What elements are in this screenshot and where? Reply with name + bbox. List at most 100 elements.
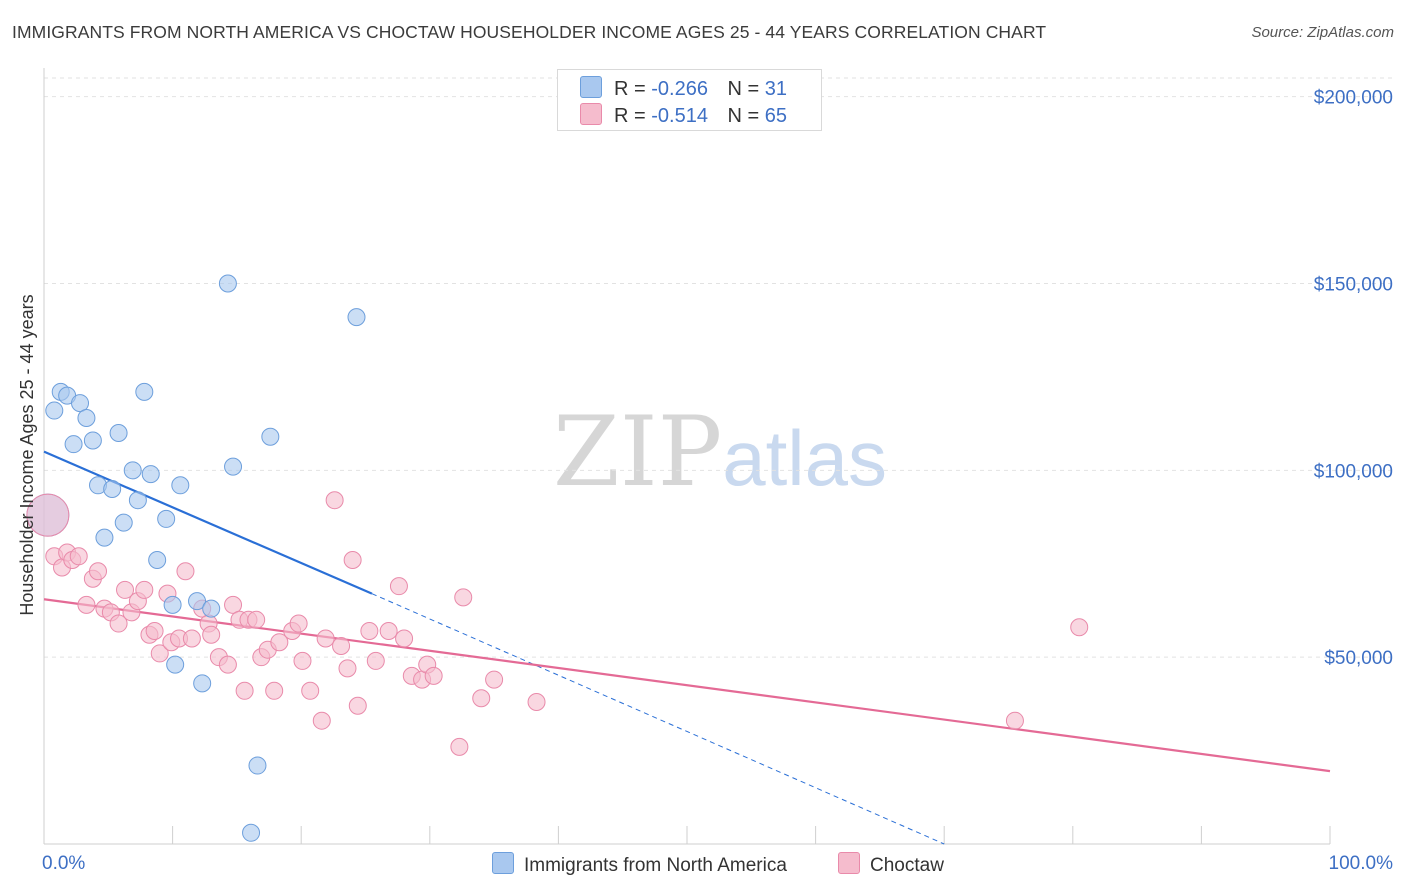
- n-value: 31: [764, 78, 788, 100]
- choctaw-point: [202, 625, 221, 644]
- immigrants-point: [202, 599, 221, 618]
- immigrants-point: [157, 509, 176, 528]
- choctaw-point: [301, 681, 320, 700]
- immigrants-point: [193, 674, 212, 693]
- immigrants-swatch: [580, 76, 602, 98]
- immigrants-point: [135, 382, 154, 401]
- choctaw-point: [77, 595, 96, 614]
- axes: [43, 68, 1331, 845]
- y-tick-label: $200,000: [1314, 88, 1393, 109]
- choctaw-point: [395, 629, 414, 648]
- stats-row-choctaw: R = -0.514 N = 65: [580, 103, 787, 127]
- choctaw-point: [116, 580, 135, 599]
- choctaw-point: [316, 629, 335, 648]
- immigrants-point: [83, 431, 102, 450]
- choctaw-point: [176, 562, 195, 581]
- choctaw-point: [182, 629, 201, 648]
- choctaw-point: [145, 622, 164, 641]
- choctaw-point: [293, 651, 312, 670]
- choctaw-point: [343, 551, 362, 570]
- choctaw-point: [332, 636, 351, 655]
- choctaw-point: [89, 562, 108, 581]
- choctaw-point: [135, 580, 154, 599]
- stats-legend: R = -0.266 N = 31 R = -0.514 N = 65: [557, 69, 822, 131]
- choctaw-point: [224, 595, 243, 614]
- immigrants-point: [109, 423, 128, 442]
- immigrants-point: [114, 513, 133, 532]
- legend-label: Choctaw: [870, 855, 944, 876]
- choctaw-point: [379, 622, 398, 641]
- immigrants-point: [248, 756, 267, 775]
- choctaw-point: [247, 610, 266, 629]
- choctaw-point: [1070, 618, 1089, 637]
- r-label: R =: [614, 78, 646, 100]
- immigrants-point: [64, 435, 83, 454]
- tick-labels: $50,000 $100,000 $150,000 $200,000 0.0% 100.0…: [17, 88, 1393, 874]
- immigrants-point: [242, 823, 261, 842]
- choctaw-point: [472, 689, 491, 708]
- immigrants-point: [77, 409, 96, 428]
- immigrants-point: [171, 476, 190, 495]
- choctaw-point: [454, 588, 473, 607]
- immigrants-point: [166, 655, 185, 674]
- choctaw-point: [527, 693, 546, 712]
- y-axis-label: Householder Income Ages 25 - 44 years: [17, 294, 37, 615]
- choctaw-point: [389, 577, 408, 596]
- immigrants-legend-swatch: [492, 852, 514, 874]
- immigrants-point: [103, 480, 122, 499]
- choctaw-point: [270, 633, 289, 652]
- choctaw-point: [265, 681, 284, 700]
- legend-item-choctaw[interactable]: Choctaw: [838, 852, 944, 877]
- choctaw-legend-swatch: [838, 852, 860, 874]
- data-points: [26, 274, 1089, 842]
- legend-item-immigrants[interactable]: Immigrants from North America: [492, 852, 787, 877]
- gridlines: [44, 77, 1395, 658]
- immigrants-trend-extension: [371, 593, 945, 845]
- legend-label: Immigrants from North America: [524, 855, 787, 876]
- immigrants-point: [347, 308, 366, 327]
- immigrants-point: [224, 457, 243, 476]
- r-value: -0.266: [651, 78, 708, 100]
- n-label: N =: [727, 78, 760, 100]
- choctaw-point: [1005, 711, 1024, 730]
- choctaw-point: [348, 696, 367, 715]
- n-value: 65: [764, 105, 788, 127]
- choctaw-point: [289, 614, 308, 633]
- immigrants-point: [71, 394, 90, 413]
- immigrants-point: [218, 274, 237, 293]
- n-label: N =: [727, 105, 760, 127]
- choctaw-point: [218, 655, 237, 674]
- immigrants-trend-line: [43, 450, 373, 595]
- y-tick-label: $100,000: [1314, 461, 1393, 482]
- choctaw-point: [109, 614, 128, 633]
- immigrants-point: [45, 401, 64, 420]
- immigrants-point: [148, 551, 167, 570]
- trend-lines: [43, 450, 1331, 845]
- r-label: R =: [614, 105, 646, 127]
- series-legend: Immigrants from North America Choctaw: [0, 852, 1406, 878]
- immigrants-point: [123, 461, 142, 480]
- choctaw-point: [150, 644, 169, 663]
- choctaw-point: [69, 547, 88, 566]
- x-tick-label-max: 100.0%: [1329, 853, 1394, 874]
- chart-title: IMMIGRANTS FROM NORTH AMERICA VS CHOCTAW…: [12, 22, 1047, 42]
- choctaw-point: [338, 659, 357, 678]
- immigrants-point: [163, 595, 182, 614]
- immigrants-point: [95, 528, 114, 547]
- immigrants-point: [141, 465, 160, 484]
- choctaw-point: [450, 737, 469, 756]
- choctaw-point: [485, 670, 504, 689]
- choctaw-swatch: [580, 103, 602, 125]
- choctaw-point: [360, 622, 379, 641]
- y-tick-label: $150,000: [1314, 275, 1393, 296]
- immigrants-point: [188, 592, 207, 611]
- choctaw-point: [325, 491, 344, 510]
- stats-row-immigrants: R = -0.266 N = 31: [580, 76, 787, 100]
- choctaw-point: [424, 666, 443, 685]
- x-tick-label-min: 0.0%: [42, 853, 85, 874]
- immigrants-point: [128, 491, 147, 510]
- choctaw-point: [312, 711, 331, 730]
- choctaw-point: [366, 651, 385, 670]
- immigrants-point: [261, 427, 280, 446]
